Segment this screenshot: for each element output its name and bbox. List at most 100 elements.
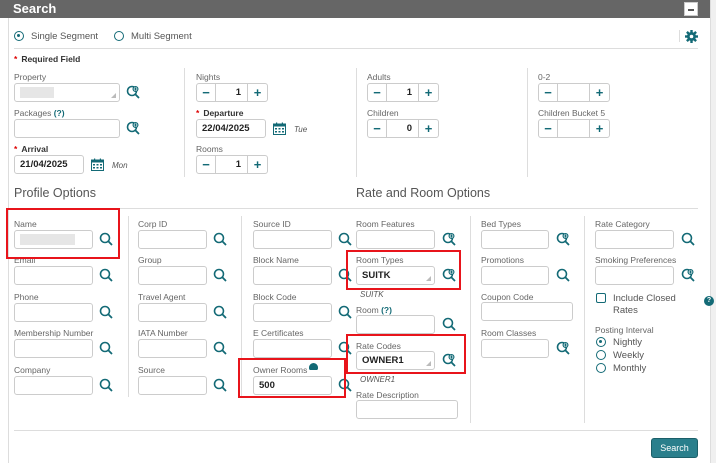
source-id-input[interactable]: [253, 230, 332, 249]
room-types-select[interactable]: SUITK: [356, 266, 435, 285]
search-icon[interactable]: [338, 232, 352, 246]
search-icon[interactable]: [442, 317, 456, 331]
owner-rooms-input[interactable]: 500: [253, 376, 332, 395]
smoking-preferences-input[interactable]: [595, 266, 674, 285]
search-icon[interactable]: [99, 268, 113, 282]
phone-input[interactable]: [14, 303, 93, 322]
corp-id-input[interactable]: [138, 230, 207, 249]
rate-codes-select[interactable]: OWNER1: [356, 351, 435, 370]
search-plus-icon[interactable]: [556, 341, 570, 355]
age-0-2-stepper[interactable]: − +: [538, 83, 610, 102]
calendar-icon[interactable]: [273, 122, 286, 135]
children-bucket-5-stepper[interactable]: − +: [538, 119, 610, 138]
weekly-radio[interactable]: [596, 350, 606, 360]
search-plus-icon[interactable]: [681, 268, 695, 282]
search-icon[interactable]: [213, 232, 227, 246]
e-certificates-input[interactable]: [253, 339, 332, 358]
increment-button[interactable]: +: [589, 120, 609, 137]
search-icon[interactable]: [556, 268, 570, 282]
rooms-value[interactable]: 1: [235, 159, 241, 170]
group-input[interactable]: [138, 266, 207, 285]
single-segment-radio[interactable]: [14, 31, 24, 41]
adults-value[interactable]: 1: [406, 87, 412, 98]
owner-rooms-label: Owner Rooms: [253, 365, 308, 375]
help-icon[interactable]: ?: [704, 296, 714, 306]
arrival-day: Mon: [112, 161, 128, 170]
property-select[interactable]: [14, 83, 120, 102]
info-icon[interactable]: [309, 363, 318, 370]
divider: [14, 430, 698, 431]
search-icon[interactable]: [681, 232, 695, 246]
travel-agent-input[interactable]: [138, 303, 207, 322]
packages-input[interactable]: [14, 119, 120, 138]
rate-description-input[interactable]: [356, 400, 458, 419]
coupon-code-label: Coupon Code: [481, 292, 534, 302]
company-input[interactable]: [14, 376, 93, 395]
source-input[interactable]: [138, 376, 207, 395]
increment-button[interactable]: +: [589, 84, 609, 101]
coupon-code-input[interactable]: [481, 302, 573, 321]
children-value[interactable]: 0: [406, 123, 412, 134]
decrement-button[interactable]: −: [197, 84, 216, 101]
search-plus-icon[interactable]: [556, 232, 570, 246]
group-label: Group: [138, 255, 162, 265]
nightly-radio[interactable]: [596, 337, 606, 347]
multi-segment-label: Multi Segment: [131, 31, 192, 42]
search-button[interactable]: Search: [651, 438, 698, 458]
block-code-input[interactable]: [253, 303, 332, 322]
adults-stepper[interactable]: − 1 +: [367, 83, 439, 102]
departure-date-input[interactable]: 22/04/2025: [196, 119, 266, 138]
search-plus-icon[interactable]: [126, 121, 140, 135]
nights-stepper[interactable]: − 1 +: [196, 83, 268, 102]
arrival-date-input[interactable]: 21/04/2025: [14, 155, 84, 174]
iata-number-input[interactable]: [138, 339, 207, 358]
room-classes-input[interactable]: [481, 339, 549, 358]
search-icon[interactable]: [213, 268, 227, 282]
search-plus-icon[interactable]: [442, 232, 456, 246]
increment-button[interactable]: +: [247, 156, 267, 173]
rate-category-input[interactable]: [595, 230, 674, 249]
search-icon[interactable]: [213, 378, 227, 392]
increment-button[interactable]: +: [418, 84, 438, 101]
decrement-button[interactable]: −: [539, 84, 558, 101]
name-input[interactable]: [14, 230, 93, 249]
rooms-stepper[interactable]: − 1 +: [196, 155, 268, 174]
age-0-2-value[interactable]: [558, 84, 589, 101]
search-icon[interactable]: [213, 341, 227, 355]
search-icon[interactable]: [99, 341, 113, 355]
search-icon[interactable]: [213, 305, 227, 319]
increment-button[interactable]: +: [418, 120, 438, 137]
block-name-input[interactable]: [253, 266, 332, 285]
decrement-button[interactable]: −: [368, 84, 387, 101]
decrement-button[interactable]: −: [539, 120, 558, 137]
decrement-button[interactable]: −: [368, 120, 387, 137]
email-input[interactable]: [14, 266, 93, 285]
include-closed-rates-checkbox[interactable]: [596, 293, 606, 303]
iata-number-label: IATA Number: [138, 328, 188, 338]
multi-segment-radio[interactable]: [114, 31, 124, 41]
calendar-icon[interactable]: [91, 158, 104, 171]
rate-codes-label: Rate Codes: [356, 341, 401, 351]
promotions-input[interactable]: [481, 266, 549, 285]
membership-number-label: Membership Number: [14, 328, 94, 338]
search-icon[interactable]: [99, 378, 113, 392]
scrollbar[interactable]: [710, 0, 716, 463]
monthly-radio[interactable]: [596, 363, 606, 373]
room-types-caption: SUITK: [360, 290, 384, 299]
search-icon[interactable]: [99, 305, 113, 319]
room-features-input[interactable]: [356, 230, 435, 249]
decrement-button[interactable]: −: [197, 156, 216, 173]
children-stepper[interactable]: − 0 +: [367, 119, 439, 138]
children-bucket-5-value[interactable]: [558, 120, 589, 137]
gear-icon[interactable]: [685, 30, 698, 43]
search-plus-icon[interactable]: [126, 85, 140, 99]
membership-number-input[interactable]: [14, 339, 93, 358]
increment-button[interactable]: +: [247, 84, 267, 101]
room-label: Room (?): [356, 305, 392, 315]
room-input[interactable]: [356, 315, 435, 334]
nights-value[interactable]: 1: [235, 87, 241, 98]
search-icon[interactable]: [338, 305, 352, 319]
collapse-button[interactable]: [684, 2, 698, 16]
bed-types-input[interactable]: [481, 230, 549, 249]
nightly-label: Nightly: [613, 337, 643, 348]
